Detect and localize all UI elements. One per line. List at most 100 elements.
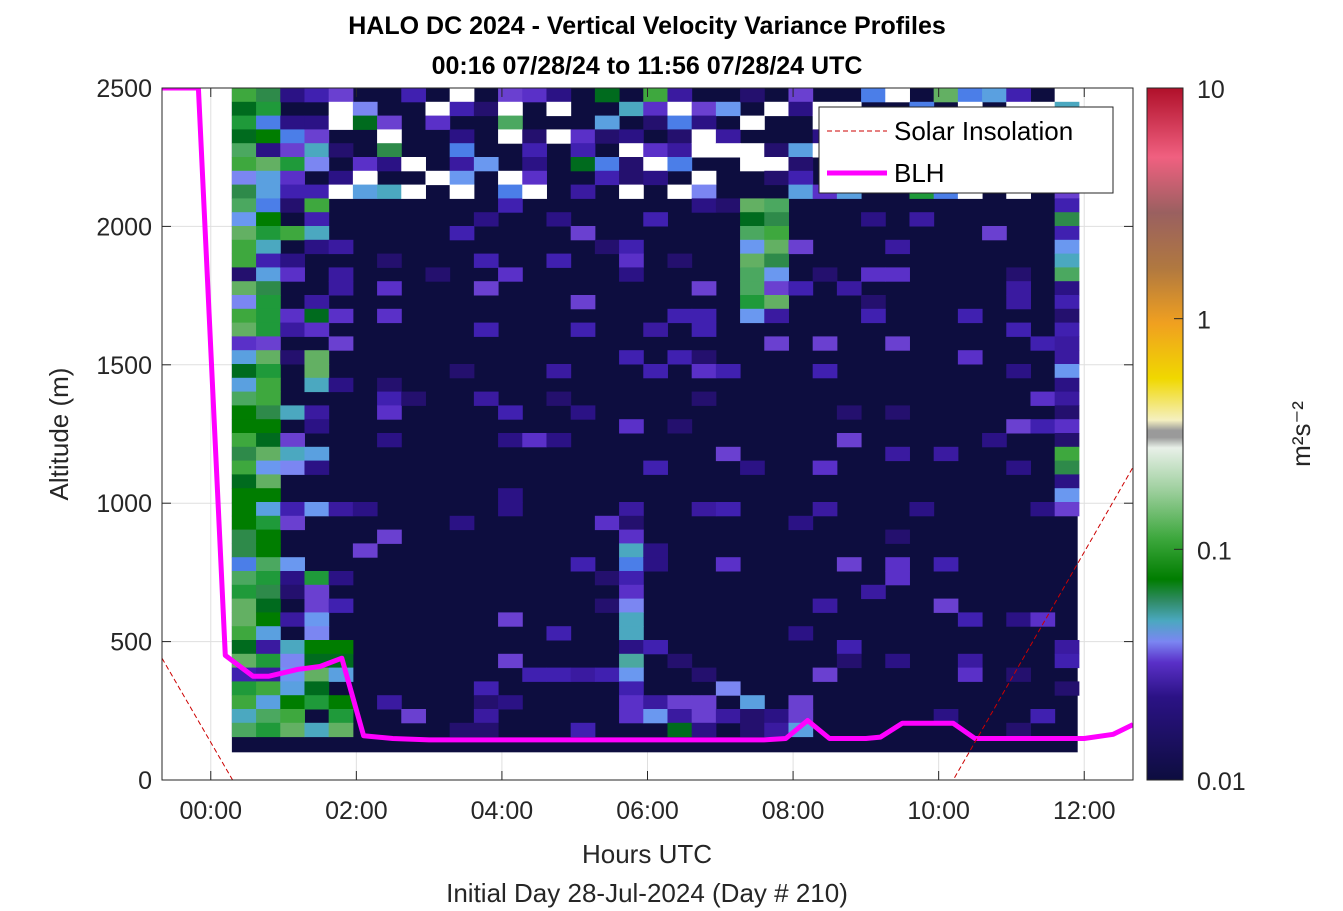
heatmap-cell — [667, 350, 693, 365]
heatmap-cell — [715, 502, 741, 517]
heatmap-cell — [280, 115, 305, 130]
heatmap-cell — [280, 557, 305, 572]
heatmap-cell — [256, 308, 281, 324]
heatmap-cell — [619, 640, 644, 655]
heatmap-cell — [352, 170, 378, 186]
heatmap-cell — [619, 612, 644, 627]
heatmap-cell — [328, 695, 354, 710]
heatmap-cell — [352, 184, 378, 199]
heatmap-cell — [231, 322, 257, 337]
heatmap-cell — [643, 322, 668, 337]
heatmap-cell — [715, 198, 741, 213]
heatmap-cell — [522, 433, 547, 448]
heatmap-cell — [449, 129, 475, 144]
blh-line — [162, 88, 1133, 743]
lines — [162, 88, 1133, 780]
heatmap-cell — [280, 612, 305, 627]
heatmap-cell — [401, 184, 426, 199]
heatmap-cell — [1054, 350, 1080, 365]
heatmap-cell — [304, 129, 330, 144]
heatmap-cell — [715, 446, 741, 462]
heatmap-cell — [740, 267, 765, 282]
heatmap-cell — [256, 281, 281, 296]
heatmap-cell — [328, 239, 354, 255]
heatmap-cell — [377, 129, 402, 144]
heatmap-cell — [691, 502, 717, 517]
heatmap-cell — [546, 626, 572, 641]
x-tick-label: 06:00 — [616, 797, 679, 825]
colorbar-tick-label: 10 — [1197, 76, 1225, 104]
heatmap-cell — [740, 226, 765, 241]
heatmap-cell — [594, 598, 620, 613]
heatmap-cell — [788, 101, 814, 117]
heatmap-cell — [304, 364, 330, 379]
heatmap-cell — [328, 502, 354, 517]
heatmap-cell — [256, 612, 281, 627]
heatmap-cell — [280, 170, 305, 186]
heatmap-cell — [691, 129, 717, 144]
heatmap-cell — [231, 598, 257, 613]
heatmap-cell — [256, 198, 281, 213]
chart-title: HALO DC 2024 - Vertical Velocity Varianc… — [348, 12, 946, 40]
heatmap-cell — [304, 405, 330, 420]
heatmap-cell — [522, 184, 547, 199]
heatmap-cell — [377, 184, 402, 199]
heatmap-cell — [231, 640, 257, 655]
heatmap-cell — [1054, 308, 1080, 324]
legend-label-solar: Solar Insolation — [894, 116, 1073, 146]
heatmap-cell — [231, 709, 257, 724]
heatmap-cell — [280, 515, 305, 531]
heatmap-cell — [667, 308, 693, 324]
heatmap-cell — [619, 515, 644, 531]
heatmap-cell — [280, 198, 305, 213]
heatmap-cell — [667, 419, 693, 434]
heatmap-cell — [377, 377, 402, 393]
x-tick-label: 00:00 — [179, 797, 242, 825]
heatmap-cell — [1054, 653, 1080, 669]
heatmap-cell — [498, 115, 523, 130]
heatmap-cell — [280, 460, 305, 475]
heatmap-cell — [256, 212, 281, 227]
heatmap-cell — [304, 612, 330, 627]
heatmap-cell — [401, 88, 426, 103]
heatmap-cell — [1006, 281, 1031, 296]
heatmap-cell — [861, 584, 886, 600]
x-axis: 00:00 02:00 04:00 06:00 08:00 10:00 12:00 — [179, 88, 1116, 825]
heatmap-cell — [740, 88, 765, 103]
y-tick-label: 1500 — [96, 352, 152, 380]
heatmap-cell — [861, 267, 886, 282]
heatmap-cell — [256, 584, 281, 600]
heatmap-cell — [256, 709, 281, 724]
heatmap-cell — [328, 184, 354, 199]
x-tick-label: 04:00 — [471, 797, 534, 825]
heatmap-cell — [280, 308, 305, 324]
heatmap-cell — [933, 598, 959, 613]
heatmap-cell — [570, 226, 596, 241]
heatmap-cell — [304, 640, 330, 655]
heatmap-cell — [885, 267, 910, 282]
heatmap-cell — [1054, 433, 1080, 448]
heatmap-cell — [256, 253, 281, 268]
heatmap-cell — [933, 709, 959, 724]
heatmap-cell — [643, 460, 668, 475]
heatmap-cell — [594, 239, 620, 255]
heatmap-cell — [691, 198, 717, 213]
heatmap-cell — [885, 88, 910, 103]
y-axis-label: Altitude (m) — [44, 368, 74, 501]
heatmap-cell — [231, 460, 257, 475]
heatmap-cell — [498, 267, 523, 282]
heatmap-cell — [764, 336, 789, 351]
heatmap-cell — [449, 184, 475, 199]
heatmap-cell — [280, 709, 305, 724]
heatmap-cell — [280, 253, 305, 268]
heatmap-cell — [788, 170, 814, 186]
heatmap-cell — [231, 281, 257, 296]
legend-label-blh: BLH — [894, 158, 945, 188]
heatmap-cell — [328, 722, 354, 738]
heatmap-cell — [401, 157, 426, 172]
heatmap-cell — [885, 557, 910, 572]
heatmap-cell — [231, 239, 257, 255]
x-axis-label: Hours UTC — [582, 839, 712, 869]
heatmap-cell — [377, 281, 402, 296]
heatmap-cell — [691, 667, 717, 682]
